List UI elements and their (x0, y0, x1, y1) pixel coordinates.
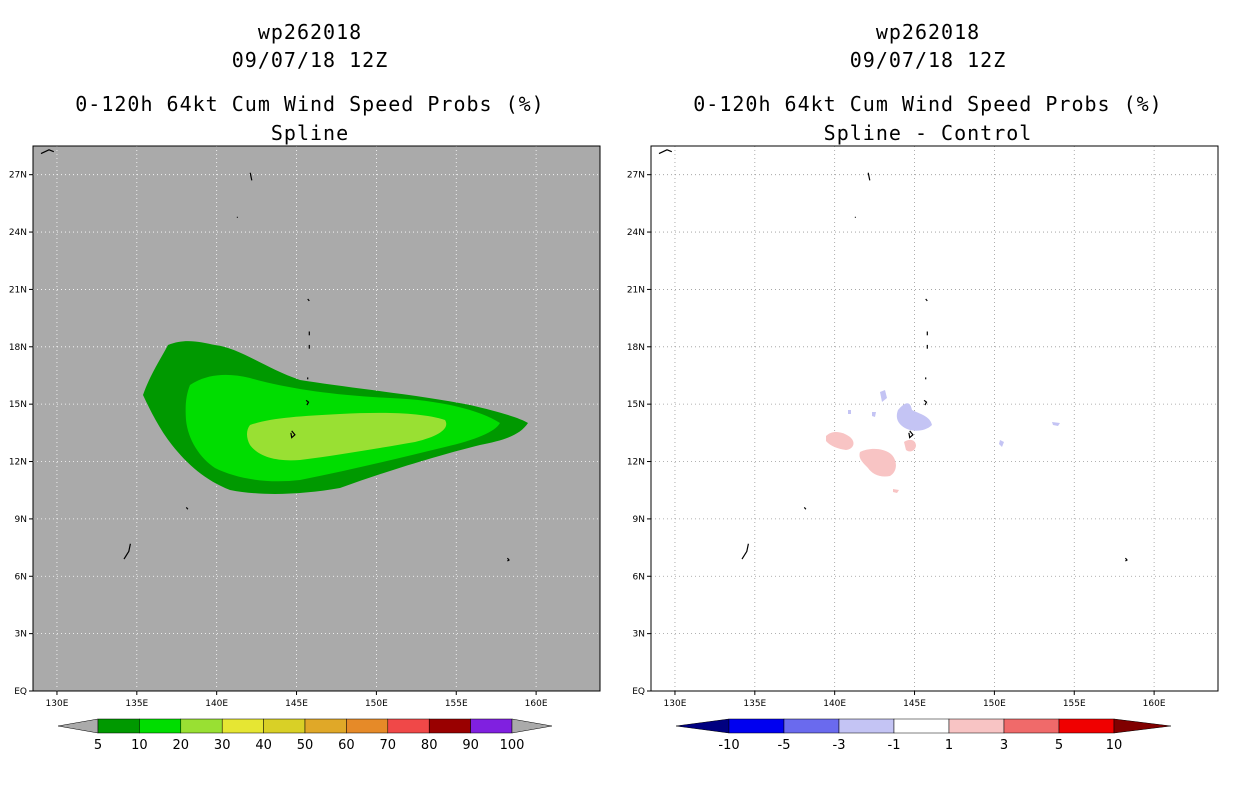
lat-tick-label: 9N (15, 515, 27, 525)
lon-tick-label: 130E (46, 699, 69, 709)
island-coastline (249, 172, 253, 181)
colorbar-label: -5 (778, 738, 791, 753)
lat-tick-label: 12N (9, 458, 27, 468)
right-subtitle: Spline - Control (823, 121, 1033, 145)
colorbar-label: 60 (338, 738, 355, 753)
colorbar-swatch (838, 718, 895, 734)
colorbar-swatch (346, 718, 389, 734)
lon-tick-label: 160E (525, 699, 548, 709)
colorbar-swatch (139, 718, 182, 734)
lat-tick-label: 6N (15, 572, 27, 582)
colorbar-label: 5 (94, 738, 102, 753)
island-coastline (307, 298, 310, 302)
colorbar-low-arrow (57, 718, 99, 734)
lat-tick-label: 24N (9, 228, 27, 238)
colorbar-swatch (470, 718, 513, 734)
left-lon-labels: 130E 135E 140E 145E 150E 155E 160E (46, 691, 548, 709)
colorbar-label: 40 (255, 738, 272, 753)
contour-20pct (247, 412, 447, 461)
colorbar-label: 5 (1055, 738, 1063, 753)
colorbar-low-arrow (675, 718, 730, 734)
colorbar-swatch (387, 718, 430, 734)
left-storm-title: wp262018 (257, 20, 363, 44)
colorbar-swatch (180, 718, 223, 734)
colorbar-high-arrow (1113, 718, 1172, 734)
colorbar-label: 1 (945, 738, 953, 753)
lon-tick-label: 150E (365, 699, 388, 709)
colorbar-swatch (1058, 718, 1115, 734)
lat-tick-label: 15N (9, 400, 27, 410)
island-coastline (185, 507, 189, 510)
colorbar-swatch (783, 718, 840, 734)
colorbar-swatch (1003, 718, 1060, 734)
colorbar-label: 10 (1106, 738, 1123, 753)
lat-tick-label: EQ (14, 687, 27, 697)
colorbar-label: 50 (297, 738, 314, 753)
colorbar-label: 20 (173, 738, 190, 753)
colorbar-label: 30 (214, 738, 231, 753)
right-storm-title: wp262018 (875, 20, 981, 44)
right-datetime-title: 09/07/18 12Z (849, 48, 1007, 72)
island-coastline (290, 430, 296, 439)
colorbar-swatch (893, 718, 950, 734)
colorbar-swatch (948, 718, 1005, 734)
lat-tick-label: 3N (15, 630, 27, 640)
colorbar-swatch (221, 718, 264, 734)
left-product-title: 0-120h 64kt Cum Wind Speed Probs (%) (75, 92, 545, 116)
left-subtitle: Spline (270, 121, 350, 145)
left-datetime-title: 09/07/18 12Z (231, 48, 389, 72)
colorbar-label: 70 (380, 738, 397, 753)
right-product-title: 0-120h 64kt Cum Wind Speed Probs (%) (693, 92, 1163, 116)
colorbar-label: -10 (718, 738, 739, 753)
island-coastline (123, 543, 131, 560)
left-map-frame (32, 145, 601, 692)
left-gridlines (33, 146, 600, 691)
colorbar-swatch (304, 718, 347, 734)
lon-tick-label: 145E (285, 699, 308, 709)
colorbar-label: 3 (1000, 738, 1008, 753)
left-colorbar: 5 10 20 30 40 50 60 70 80 90 100 (57, 718, 553, 753)
colorbar-label: 90 (462, 738, 479, 753)
colorbar-swatch (728, 718, 785, 734)
lon-tick-label: 135E (125, 699, 148, 709)
island-coastline (305, 399, 310, 406)
lon-tick-label: 155E (445, 699, 468, 709)
colorbar-label: 10 (131, 738, 148, 753)
left-coastlines (40, 149, 510, 562)
colorbar-swatch (428, 718, 471, 734)
colorbar-label: -3 (833, 738, 846, 753)
lon-tick-label: 140E (205, 699, 228, 709)
island-coastline (40, 149, 55, 155)
colorbar-label: -1 (888, 738, 901, 753)
island-coastline (506, 557, 510, 562)
left-prob-contours (143, 341, 528, 494)
lat-tick-label: 27N (9, 171, 27, 181)
colorbar-high-arrow (511, 718, 553, 734)
lat-tick-label: 18N (9, 343, 27, 353)
colorbar-swatch (263, 718, 306, 734)
right-colorbar: -10 -5 -3 -1 1 3 5 10 (675, 718, 1172, 753)
colorbar-swatch (97, 718, 140, 734)
left-lat-labels: EQ 3N 6N 9N 12N 15N 18N 21N 24N 27N (9, 171, 33, 697)
colorbar-label: 80 (421, 738, 438, 753)
colorbar-label: 100 (500, 738, 525, 753)
lat-tick-label: 21N (9, 285, 27, 295)
